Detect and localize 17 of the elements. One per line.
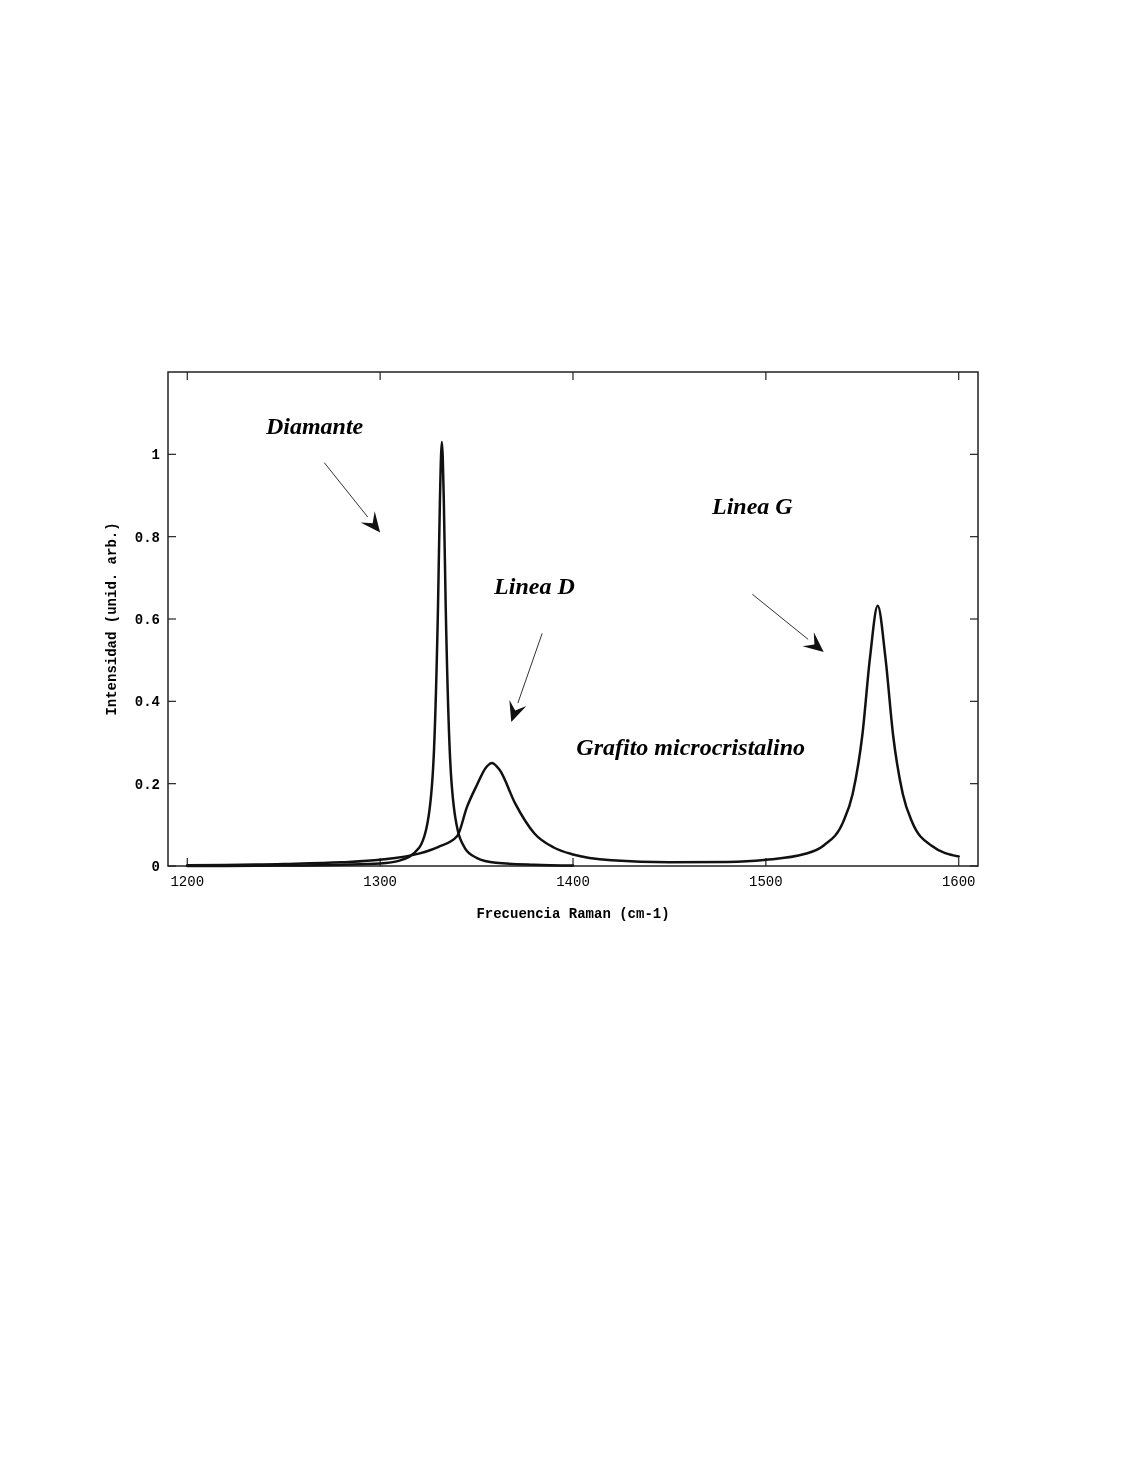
x-tick-label: 1400 bbox=[556, 874, 590, 890]
x-axis-title: Frecuencia Raman (cm-1) bbox=[476, 906, 670, 922]
annotation: Diamante bbox=[264, 412, 364, 439]
y-tick-label: 0.2 bbox=[134, 776, 160, 793]
y-tick-label: 0.6 bbox=[134, 612, 160, 628]
x-tick-label: 1600 bbox=[941, 874, 976, 890]
y-tick-label: 0 bbox=[151, 859, 160, 875]
annotation: Linea G bbox=[711, 493, 794, 520]
y-tick-label: 0.8 bbox=[134, 529, 160, 546]
y-tick-label: 1 bbox=[151, 447, 160, 464]
x-tick-label: 1500 bbox=[749, 874, 783, 890]
y-tick-label: 0.4 bbox=[134, 694, 160, 711]
annotation: Grafito microcristalino bbox=[576, 733, 805, 760]
y-axis-title: Intensidad (unid. arb.) bbox=[104, 522, 120, 716]
annotation: Linea D bbox=[493, 573, 575, 600]
x-tick-label: 1200 bbox=[170, 874, 205, 890]
x-tick-label: 1300 bbox=[363, 874, 397, 890]
